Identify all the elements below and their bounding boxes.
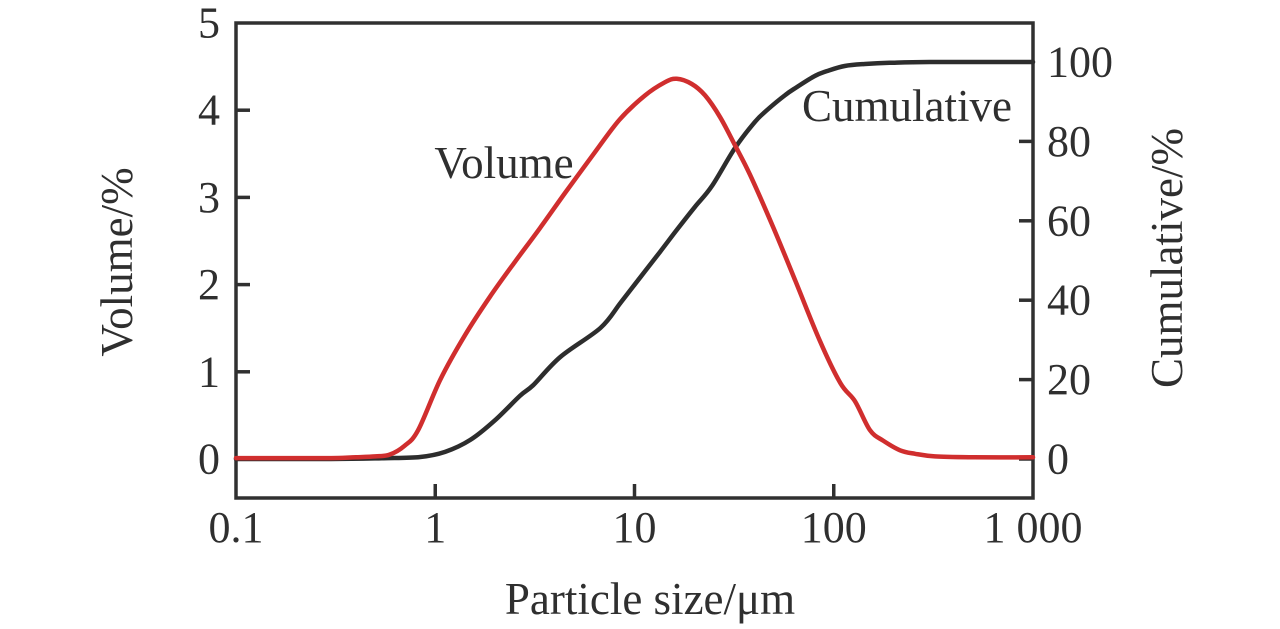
axis-tick-labels: 0.1 1 10 100 1 000 0 1 2 3 4 5 0 20 40 60 80 100 bbox=[198, 0, 1113, 552]
y-left-tick-label: 0 bbox=[198, 435, 220, 484]
y-right-tick-label: 20 bbox=[1047, 355, 1091, 404]
y-right-tick-label: 0 bbox=[1047, 435, 1069, 484]
y-right-tick-label: 40 bbox=[1047, 276, 1091, 325]
y-left-tick-label: 1 bbox=[198, 347, 220, 396]
x-tick-label: 10 bbox=[613, 503, 657, 552]
x-tick-label: 1 000 bbox=[984, 503, 1083, 552]
x-tick-label: 0.1 bbox=[209, 503, 264, 552]
x-tick-label: 1 bbox=[424, 503, 446, 552]
y-left-tick-label: 5 bbox=[198, 0, 220, 48]
y-right-tick-label: 80 bbox=[1047, 117, 1091, 166]
volume-curve bbox=[233, 76, 1036, 461]
cumulative-curve bbox=[233, 59, 1036, 462]
x-axis-title: Particle size/μm bbox=[505, 574, 795, 624]
y-right-tick-label: 100 bbox=[1047, 38, 1113, 87]
x-tick-label: 100 bbox=[801, 503, 867, 552]
y-left-tick-label: 4 bbox=[198, 86, 220, 135]
y-left-axis-title: Volume/% bbox=[92, 167, 142, 356]
y-right-axis-title: Cumulative/% bbox=[1142, 128, 1192, 388]
y-left-tick-label: 2 bbox=[198, 260, 220, 309]
y-left-tick-label: 3 bbox=[198, 173, 220, 222]
volume-series-label: Volume bbox=[434, 138, 573, 188]
y-right-tick-label: 60 bbox=[1047, 196, 1091, 245]
cumulative-series-label: Cumulative bbox=[802, 81, 1012, 131]
